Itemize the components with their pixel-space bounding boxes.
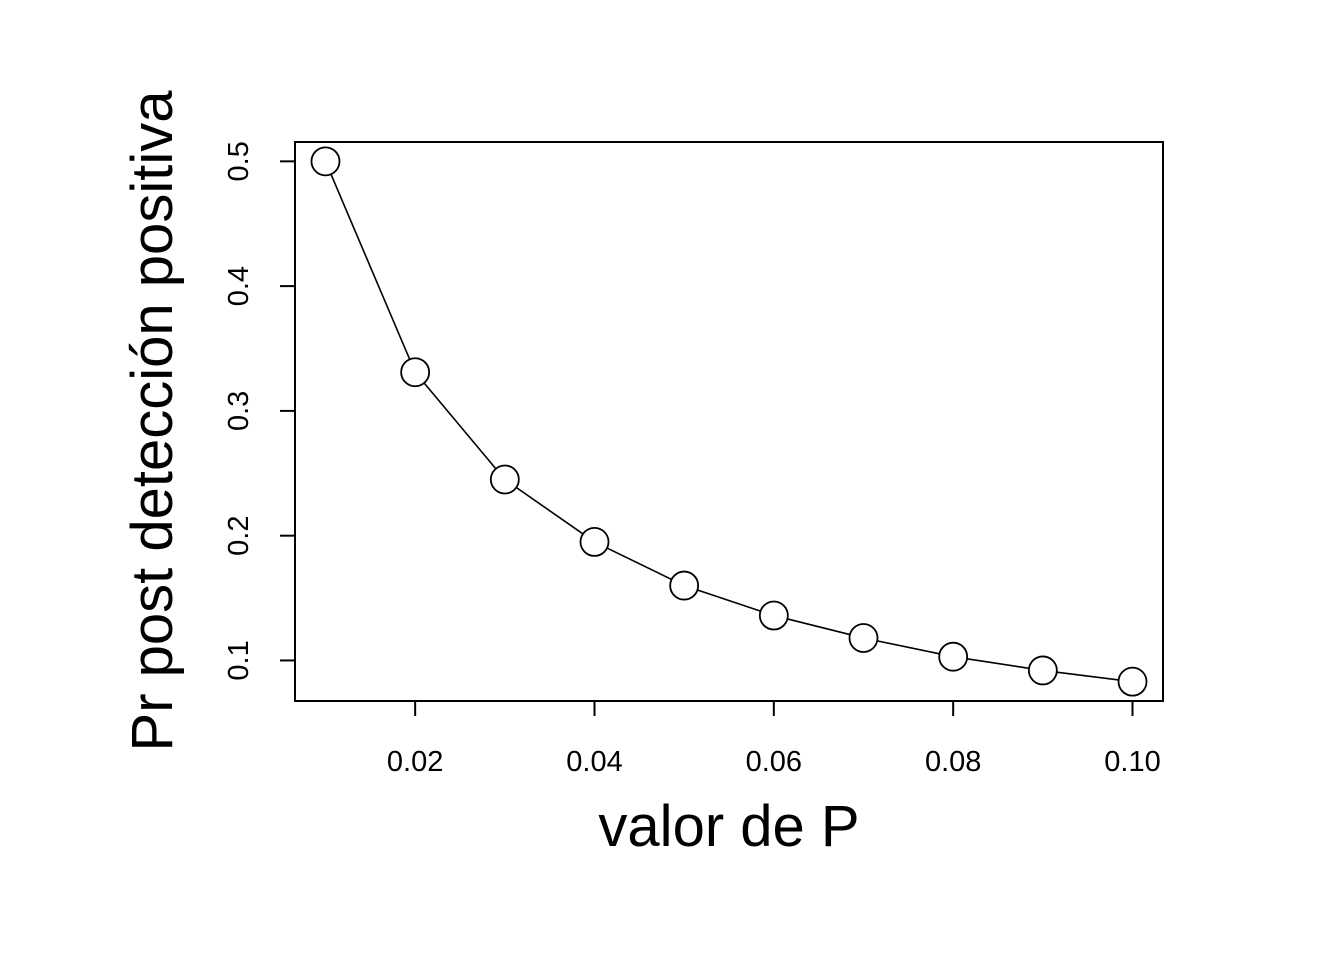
y-axis-title: Pr post detección positiva [120, 90, 185, 752]
data-point [669, 570, 700, 601]
series-line-segment [697, 589, 761, 612]
y-tick-label: 0.4 [223, 266, 255, 306]
x-tick-label: 0.02 [387, 746, 443, 778]
plot-frame [294, 141, 1164, 702]
data-point [938, 641, 969, 672]
x-tick-label: 0.06 [746, 746, 802, 778]
series-line-segment [423, 382, 497, 470]
x-axis: 0.02 0.04 0.06 0.08 0.10 [387, 700, 1161, 778]
x-axis-title: valor de P [598, 794, 859, 859]
y-tick-label: 0.1 [223, 640, 255, 680]
x-tick-label: 0.08 [925, 746, 981, 778]
data-point [1117, 666, 1148, 697]
series-line-segment [966, 658, 1030, 670]
x-tick-label: 0.10 [1104, 746, 1160, 778]
series-line-segment [606, 547, 672, 581]
series-line-segment [787, 618, 851, 636]
series-line-segment [515, 486, 584, 535]
data-point [579, 527, 610, 557]
series-line-segment [877, 640, 940, 655]
data-point [1027, 655, 1058, 686]
series-line-segment [330, 173, 411, 360]
y-tick-label: 0.2 [223, 516, 255, 556]
data-point [400, 357, 431, 388]
y-tick-label: 0.3 [223, 391, 255, 431]
data-point [848, 623, 879, 653]
data-point [489, 464, 520, 495]
series-line-segment [1056, 671, 1119, 681]
series-layer [310, 146, 1148, 697]
y-tick-label: 0.5 [223, 141, 255, 181]
x-tick-label: 0.04 [566, 746, 622, 778]
y-axis: 0.1 0.2 0.3 0.4 0.5 [223, 141, 296, 681]
data-point [310, 146, 341, 177]
data-point [758, 600, 789, 631]
